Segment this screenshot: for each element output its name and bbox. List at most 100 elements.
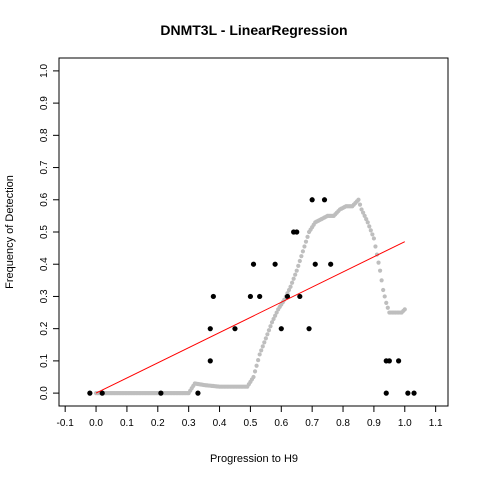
data-point <box>396 358 402 364</box>
smooth-point <box>274 310 279 315</box>
data-point <box>87 390 93 396</box>
ticks-layer: -0.1 0.0 0.1 0.2 0.3 0.4 0.5 0.6 0.7 0.8 0.9 1.0 1.1… <box>39 64 443 429</box>
data-point <box>207 358 213 364</box>
smooth-point <box>299 254 304 259</box>
data-point <box>405 390 411 396</box>
data-point <box>272 261 278 267</box>
points-layer <box>87 197 417 396</box>
data-point <box>247 293 254 300</box>
smooth-point <box>293 272 298 277</box>
y-tick-label: 0.8 <box>39 128 50 142</box>
x-axis-label: Progression to H9 <box>210 453 298 465</box>
smooth-point <box>262 340 267 345</box>
data-point <box>278 326 284 332</box>
y-tick-label: 1.0 <box>39 64 50 78</box>
data-point <box>257 293 263 300</box>
data-point <box>312 261 318 267</box>
smooth-point <box>288 284 293 289</box>
x-tick-label: 0.4 <box>213 418 227 429</box>
smooth-point <box>260 344 265 349</box>
x-tick-label: 0.8 <box>336 418 350 429</box>
x-tick-label: 0.0 <box>89 418 103 429</box>
data-point <box>284 293 291 300</box>
data-point <box>297 293 303 300</box>
smooth-point <box>269 320 275 325</box>
smooth-point <box>265 332 270 337</box>
smooth-point <box>297 258 302 264</box>
smooth-point <box>296 263 301 268</box>
smooth-point <box>359 207 364 212</box>
y-tick-label: 0.3 <box>39 289 50 303</box>
smooth-point <box>384 300 389 305</box>
chart-title: DNMT3L - LinearRegression <box>160 22 347 38</box>
smooth-point <box>286 287 292 293</box>
y-axis-label: Frequency of Detection <box>4 175 16 289</box>
smooth-point <box>368 228 373 233</box>
x-tick-label: 0.9 <box>367 418 381 429</box>
smooth-point <box>305 234 310 239</box>
data-point <box>207 326 213 332</box>
smooth-point <box>356 197 361 202</box>
smooth-point <box>303 239 309 244</box>
smooth-point <box>251 374 256 380</box>
smooth-point <box>371 236 377 241</box>
smooth-point <box>362 213 367 218</box>
smooth-point <box>291 276 296 281</box>
x-tick-label: 0.1 <box>120 418 134 429</box>
x-tick-label: 0.2 <box>151 418 165 429</box>
x-tick-label: 0.6 <box>274 418 288 429</box>
data-point <box>386 358 392 364</box>
smooth-point <box>385 305 390 310</box>
smooth-point <box>294 268 299 273</box>
smooth-point <box>357 202 363 207</box>
y-tick-label: 0.2 <box>39 321 50 335</box>
smooth-point <box>289 280 295 285</box>
smooth-point <box>370 232 375 237</box>
smooth-point <box>266 328 272 333</box>
x-tick-label: 1.0 <box>398 418 412 429</box>
smooth-layer <box>93 197 407 396</box>
data-point <box>294 229 300 235</box>
x-tick-label: 1.1 <box>429 418 443 429</box>
smooth-point <box>271 316 276 322</box>
smooth-point <box>402 307 407 312</box>
data-point <box>328 261 334 267</box>
smooth-point <box>254 363 259 368</box>
data-point <box>99 390 105 396</box>
regression-line <box>95 241 405 394</box>
smooth-point <box>373 244 378 249</box>
smooth-point <box>273 313 278 318</box>
regression-layer <box>95 241 405 394</box>
data-point <box>306 326 312 332</box>
smooth-point <box>252 369 258 374</box>
x-tick-label: 0.5 <box>243 418 257 429</box>
smooth-point <box>365 220 370 225</box>
smooth-point <box>382 294 387 299</box>
data-point <box>309 197 315 203</box>
smooth-point <box>259 348 264 353</box>
smooth-point <box>360 210 366 215</box>
smooth-point <box>257 352 262 357</box>
smooth-point <box>364 217 369 222</box>
smooth-point <box>268 324 273 329</box>
data-point <box>158 390 164 396</box>
data-point <box>195 390 201 396</box>
plot-frame <box>58 57 449 407</box>
smooth-point <box>300 249 305 254</box>
data-point <box>210 293 216 300</box>
x-tick-label: -0.1 <box>57 418 75 429</box>
y-tick-label: 0.4 <box>39 257 50 271</box>
smooth-point <box>367 224 372 229</box>
data-point <box>250 261 257 267</box>
smooth-point <box>256 357 261 363</box>
smooth-point <box>379 278 384 283</box>
smooth-point <box>302 244 307 249</box>
x-tick-label: 0.7 <box>305 418 319 429</box>
smooth-point <box>263 336 268 341</box>
y-tick-label: 0.9 <box>39 96 50 110</box>
y-tick-label: 0.1 <box>39 354 50 368</box>
y-tick-label: 0.6 <box>39 192 50 206</box>
x-tick-label: 0.3 <box>182 418 196 429</box>
